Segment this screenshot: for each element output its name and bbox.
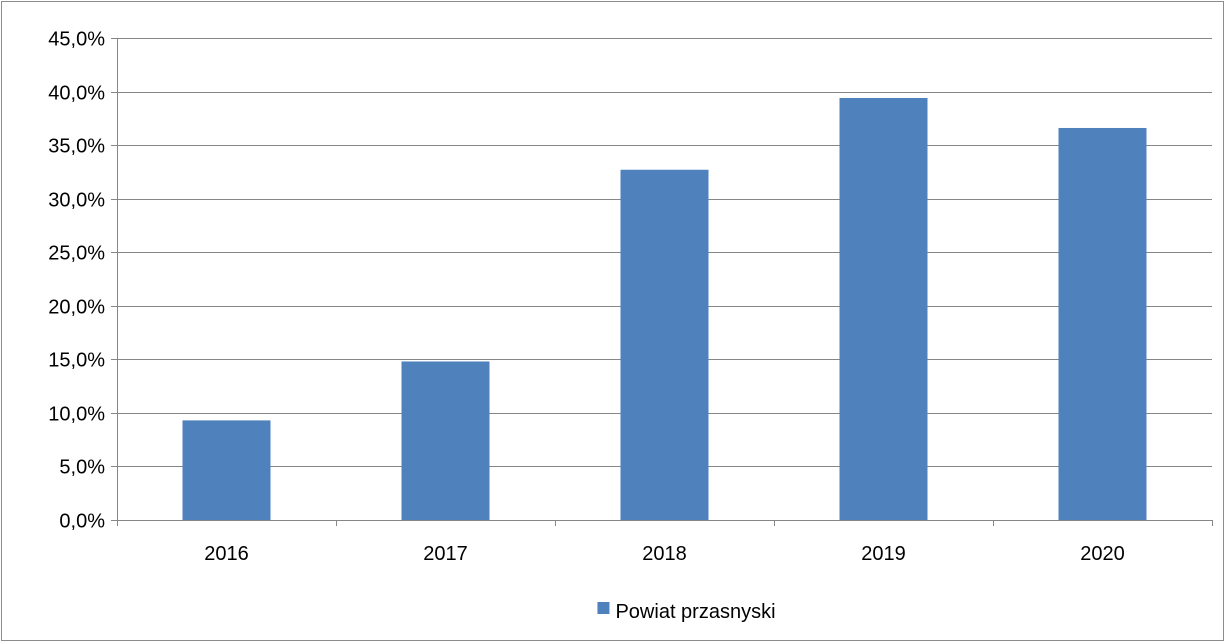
- y-tick-label: 30,0%: [48, 190, 105, 212]
- y-tick-label: 20,0%: [48, 297, 105, 319]
- bars: [182, 97, 1147, 521]
- y-tick-label: 10,0%: [48, 404, 105, 426]
- axes: [111, 38, 1213, 526]
- bar: [1058, 127, 1147, 521]
- y-tick-label: 5,0%: [59, 457, 105, 479]
- bar: [401, 361, 490, 520]
- y-tick-label: 0,0%: [59, 511, 105, 533]
- x-tick-label: 2020: [1080, 543, 1125, 565]
- legend-label: Powiat przasnyski: [615, 601, 775, 623]
- y-tick-label: 45,0%: [48, 29, 105, 51]
- bar: [620, 169, 709, 520]
- y-tick-labels: 0,0% 5,0% 10,0% 15,0% 20,0% 25,0% 30,0% 35,0% 40…: [48, 29, 105, 533]
- y-tick-label: 25,0%: [48, 243, 105, 265]
- legend: Powiat przasnyski: [597, 601, 776, 623]
- y-tick-label: 15,0%: [48, 350, 105, 372]
- x-tick-label: 2016: [204, 543, 249, 565]
- bar: [182, 420, 271, 520]
- y-tick-label: 40,0%: [48, 83, 105, 105]
- x-tick-label: 2017: [423, 543, 468, 565]
- x-tick-label: 2019: [861, 543, 906, 565]
- bar: [839, 97, 928, 520]
- x-tick-labels: 2016 2017 2018 2019 2020: [204, 543, 1125, 565]
- x-tick-label: 2018: [642, 543, 687, 565]
- legend-swatch: [597, 602, 610, 614]
- y-tick-label: 35,0%: [48, 136, 105, 158]
